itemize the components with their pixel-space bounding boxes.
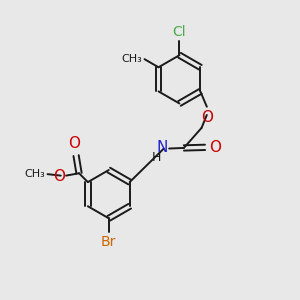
Text: Cl: Cl: [172, 25, 186, 39]
Text: CH₃: CH₃: [25, 169, 46, 179]
Text: H: H: [152, 152, 161, 164]
Text: O: O: [201, 110, 213, 125]
Text: O: O: [53, 169, 65, 184]
Text: O: O: [69, 136, 81, 152]
Text: CH₃: CH₃: [122, 54, 142, 64]
Text: O: O: [209, 140, 221, 155]
Text: N: N: [157, 140, 168, 155]
Text: Br: Br: [101, 235, 116, 249]
